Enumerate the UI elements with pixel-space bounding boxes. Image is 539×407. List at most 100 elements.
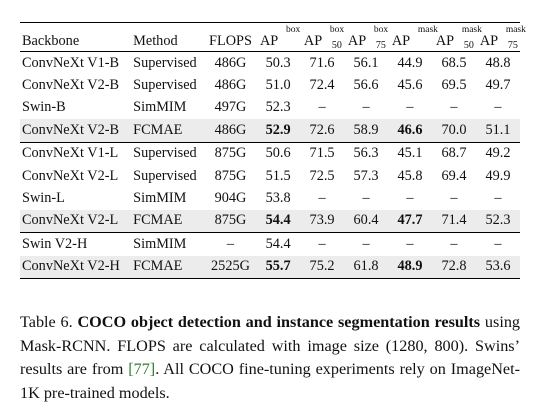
header-ap50-mask-sub: 50	[463, 40, 474, 51]
table-row: Swin V2-H SimMIM – 54.4 – – – – –	[20, 233, 520, 256]
cell-ap75-box: 61.8	[344, 255, 389, 279]
table-row-highlighted: ConvNeXt V2-B FCMAE 486G 52.9 72.6 58.9 …	[20, 119, 520, 143]
table-caption: Table 6. COCO object detection and insta…	[20, 311, 520, 405]
header-ap75-mask-base: AP	[479, 33, 499, 49]
cell-ap-box: 55.7	[256, 255, 301, 279]
header-ap75-mask: AP mask 75	[475, 22, 526, 52]
cell-flops: 486G	[214, 54, 247, 71]
cell-ap-box: 52.3	[265, 99, 291, 116]
caption-label: Table 6.	[20, 313, 73, 331]
cell-ap-mask: 45.1	[397, 145, 423, 162]
cell-ap50-mask: –	[450, 235, 458, 252]
header-ap75-box-sub: 75	[375, 40, 386, 51]
cell-ap-box: 54.4	[256, 209, 301, 234]
cell-ap-box: 50.3	[265, 54, 291, 71]
cell-ap75-box: –	[362, 190, 370, 207]
cell-backbone: ConvNeXt V1-B	[22, 54, 120, 71]
cell-ap-mask: 44.9	[397, 54, 423, 71]
cell-backbone: Swin V2-H	[22, 235, 88, 252]
header-ap-box-base: AP	[259, 33, 279, 49]
cell-flops: 875G	[214, 167, 247, 184]
cell-ap50-mask: 72.8	[431, 255, 476, 279]
cell-ap75-box: 58.9	[344, 119, 389, 143]
cell-ap50-box: 72.5	[309, 167, 335, 184]
cell-flops: 486G	[214, 77, 247, 94]
header-ap50-mask-sup: mask	[461, 25, 482, 35]
cell-method: Supervised	[133, 77, 197, 94]
cell-ap50-box: –	[318, 190, 326, 207]
header-ap-mask-sup: mask	[417, 25, 438, 35]
table-row: Swin-L SimMIM 904G 53.8 – – – – –	[20, 187, 520, 209]
table-row-highlighted: ConvNeXt V2-H FCMAE 2525G 55.7 75.2 61.8…	[20, 255, 520, 279]
cell-ap-mask: 45.8	[397, 167, 423, 184]
cell-method: SimMIM	[133, 235, 187, 252]
cell-ap50-box: 71.5	[309, 145, 335, 162]
header-ap-mask: AP mask	[388, 22, 438, 52]
cell-flops: 904G	[214, 190, 247, 207]
cell-method: Supervised	[133, 54, 197, 71]
cell-ap75-mask: 49.2	[485, 145, 511, 162]
header-backbone: Backbone	[20, 22, 132, 52]
caption-text: using Mask-RCNN. FLOPS are calculated wi…	[20, 313, 521, 379]
cell-ap75-box: –	[362, 235, 370, 252]
cell-ap-mask: 45.6	[397, 77, 423, 94]
table-row: ConvNeXt V1-B Supervised 486G 50.3 71.6 …	[20, 52, 520, 75]
cell-method: Supervised	[133, 167, 197, 184]
cell-backbone: ConvNeXt V2-L	[20, 209, 132, 234]
header-flops: FLOPS	[204, 22, 257, 52]
cell-ap75-mask: 49.9	[485, 167, 511, 184]
cell-backbone: ConvNeXt V2-L	[22, 167, 119, 184]
cell-ap75-mask: –	[494, 190, 502, 207]
cell-ap50-box: 73.9	[300, 209, 345, 234]
cell-ap50-mask: –	[450, 190, 458, 207]
cell-ap75-box: 56.6	[353, 77, 379, 94]
cell-flops: 497G	[214, 99, 247, 116]
header-ap50-box: AP box 50	[300, 22, 345, 52]
cell-flops: 875G	[204, 209, 257, 234]
cell-method: SimMIM	[133, 99, 187, 116]
cell-ap-mask: –	[406, 235, 414, 252]
header-ap50-box-sup: box	[329, 25, 345, 35]
cell-ap50-mask: 68.7	[441, 145, 467, 162]
cell-ap50-mask: 70.0	[431, 119, 476, 143]
cell-flops: –	[226, 235, 235, 252]
cell-backbone: Swin-L	[22, 190, 65, 207]
cell-ap-mask: 47.7	[388, 209, 432, 234]
header-ap-mask-base: AP	[391, 33, 411, 49]
cell-method: FCMAE	[131, 119, 205, 143]
cell-ap50-box: 72.4	[309, 77, 335, 94]
cell-ap-box: 52.9	[256, 119, 301, 143]
cell-backbone: ConvNeXt V1-L	[22, 145, 119, 162]
cell-method: FCMAE	[131, 255, 205, 279]
table-row: ConvNeXt V2-L Supervised 875G 51.5 72.5 …	[20, 165, 520, 187]
cell-ap75-box: 60.4	[344, 209, 389, 234]
cell-flops: 875G	[214, 145, 247, 162]
cell-ap-mask: –	[406, 190, 414, 207]
cell-ap75-mask: –	[494, 235, 502, 252]
cell-ap50-mask: 69.4	[441, 167, 467, 184]
cell-ap50-mask: –	[450, 99, 458, 116]
cell-ap75-mask: 52.3	[475, 209, 520, 234]
cell-ap50-box: 71.6	[309, 54, 335, 71]
cell-ap50-box: 72.6	[300, 119, 345, 143]
cell-ap-box: 50.6	[265, 145, 291, 162]
cell-ap-mask: –	[406, 99, 414, 116]
cell-ap75-box: 57.3	[353, 167, 379, 184]
table-header-row: Backbone Method FLOPS AP box AP box 50 AP bo…	[20, 22, 526, 52]
cell-method: FCMAE	[131, 209, 205, 234]
cell-method: Supervised	[133, 145, 197, 162]
header-ap75-box-sup: box	[373, 25, 389, 35]
cell-ap50-mask: 69.5	[441, 77, 467, 94]
caption-title: COCO object detection and instance segme…	[77, 313, 481, 331]
cell-ap-box: 51.0	[265, 77, 291, 94]
cell-ap-box: 51.5	[265, 167, 291, 184]
cell-ap75-mask: 48.8	[485, 54, 511, 71]
table-row: ConvNeXt V1-L Supervised 875G 50.6 71.5 …	[20, 142, 520, 165]
cell-ap75-mask: 51.1	[475, 119, 520, 143]
header-ap75-box: AP box 75	[344, 22, 389, 52]
cell-ap50-box: 75.2	[300, 255, 345, 279]
header-ap-box-sup: box	[285, 25, 301, 35]
citation-link[interactable]: [77]	[128, 360, 156, 379]
table-row: Swin-B SimMIM 497G 52.3 – – – – –	[20, 97, 520, 119]
